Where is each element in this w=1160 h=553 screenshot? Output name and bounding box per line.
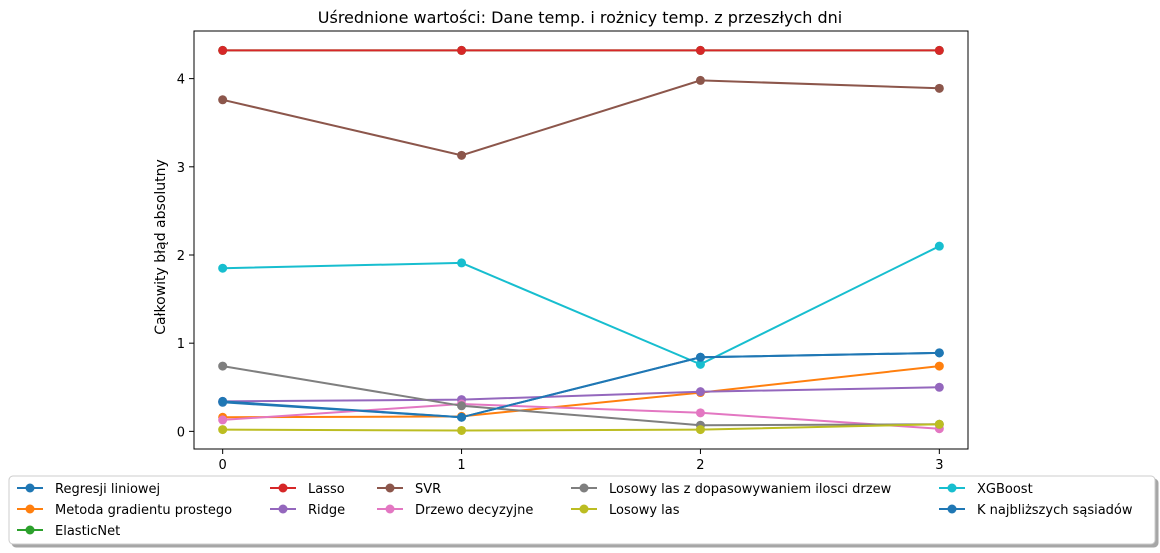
data-point [695,45,705,55]
y-tick-label: 2 [177,249,185,264]
legend-item[interactable]: Losowy las z dopasowywaniem ilosci drzew [571,482,892,497]
legend-marker [278,504,288,514]
series-line [222,365,940,427]
series-line [222,423,940,432]
legend-item[interactable]: XGBoost [939,482,1033,497]
data-point [695,352,705,362]
data-point [218,45,228,55]
data-point [457,425,467,435]
legend-item[interactable]: Losowy las [571,503,680,518]
data-point [934,361,944,371]
legend-item[interactable]: Ridge [270,503,345,518]
legend-marker [25,525,35,535]
series-line [222,79,940,157]
data-point [457,45,467,55]
y-tick-label: 1 [177,337,185,352]
series-lines [218,45,944,435]
data-point [934,382,944,392]
x-tick-label: 2 [696,458,704,473]
x-tick-label: 3 [935,458,943,473]
data-point [218,396,228,406]
series-10 [218,241,944,369]
legend-item[interactable]: Metoda gradientu prostego [17,503,232,518]
data-point [457,258,467,268]
legend-marker [278,483,288,493]
chart-title: Uśrednione wartości: Dane temp. i rożnic… [318,8,842,27]
data-point [934,241,944,251]
legend-label: ElasticNet [55,524,120,539]
legend-marker [947,483,957,493]
data-point [934,83,944,93]
series-4 [218,45,944,55]
data-point [457,412,467,422]
legend-label: K najbliższych sąsiadów [977,503,1133,518]
legend-marker [579,504,589,514]
legend-label: Metoda gradientu prostego [55,503,232,518]
legend-item[interactable]: Drzewo decyzyjne [377,503,533,518]
series-5 [218,382,944,406]
legend-label: Ridge [308,503,345,518]
y-tick-label: 0 [177,425,185,440]
series-line [222,351,940,419]
axis-ticks: 0 1 2 3 0 1 2 3 4 [177,73,944,473]
legend-marker [579,483,589,493]
legend-item[interactable]: Lasso [270,482,345,497]
legend-label: XGBoost [977,482,1033,497]
legend-label: Losowy las z dopasowywaniem ilosci drzew [609,482,892,497]
data-point [695,359,705,369]
data-point [218,425,228,435]
plot-area-frame [193,30,969,450]
legend-label: Lasso [308,482,345,497]
legend-marker [25,483,35,493]
series-line [222,386,940,403]
series-line [222,365,940,419]
legend-label: Regresji liniowej [55,482,160,497]
series-line [222,245,940,366]
legend-marker [385,504,395,514]
legend-marker [25,504,35,514]
data-point [457,150,467,160]
data-point [695,75,705,85]
x-tick-label: 1 [457,458,465,473]
series-11 [218,348,944,422]
data-point [695,408,705,418]
legend-label: SVR [415,482,441,497]
legend-marker [385,483,395,493]
series-line [222,402,940,430]
data-point [457,401,467,411]
series-1 [218,348,944,422]
y-tick-label: 3 [177,161,185,176]
data-point [218,415,228,425]
y-tick-label: 4 [177,73,185,88]
data-point [934,348,944,358]
legend-item[interactable]: ElasticNet [17,524,120,539]
legend[interactable]: Regresji liniowej Metoda gradientu proste… [8,475,1156,545]
data-point [934,45,944,55]
legend-item[interactable]: Regresji liniowej [17,482,160,497]
series-9 [218,419,944,435]
data-point [218,95,228,105]
legend-marker [947,504,957,514]
data-point [695,425,705,435]
legend-item[interactable]: SVR [377,482,441,497]
data-point [934,419,944,429]
x-tick-label: 0 [219,458,227,473]
y-axis-label: Całkowity błąd absolutny [153,159,169,335]
data-point [218,263,228,273]
data-point [695,387,705,397]
legend-item[interactable]: K najbliższych sąsiadów [939,503,1133,518]
legend-label: Losowy las [609,503,680,518]
data-point [218,361,228,371]
legend-label: Drzewo decyzyjne [415,503,533,518]
series-6 [218,75,944,160]
